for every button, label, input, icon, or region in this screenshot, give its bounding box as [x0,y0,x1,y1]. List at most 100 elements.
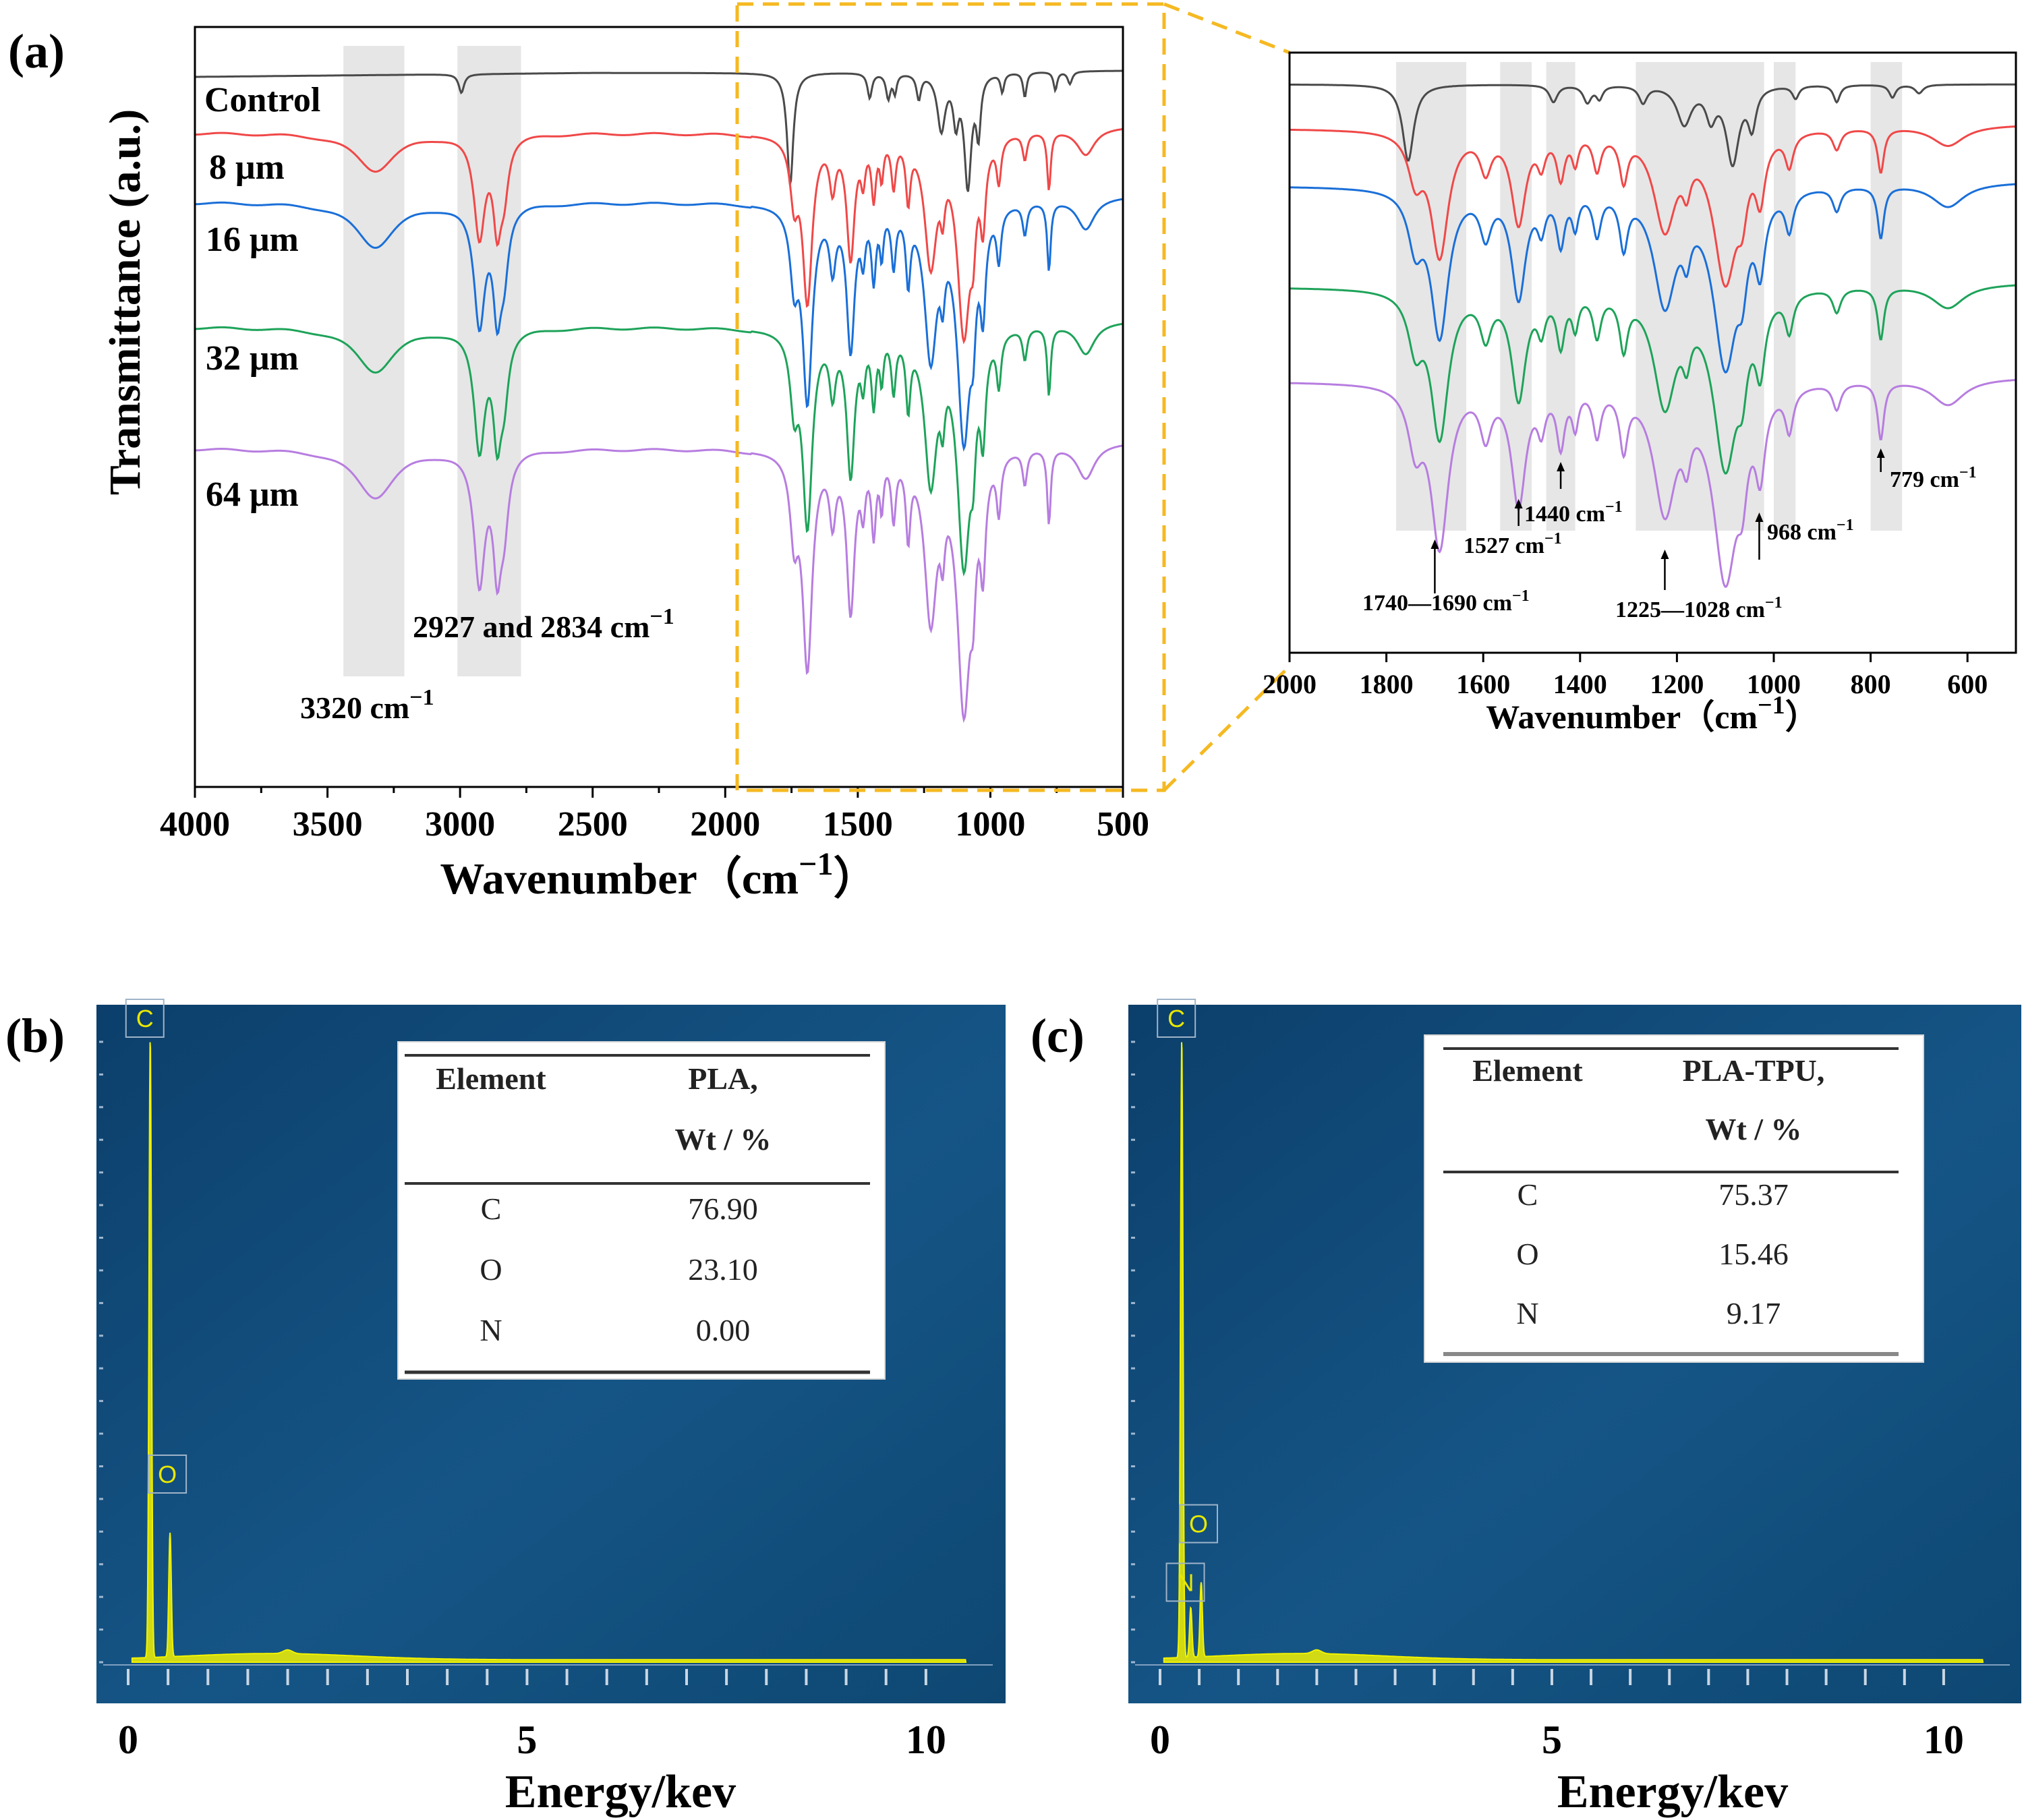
x-tick-label: 800 [1851,669,1891,699]
ftir-series-line [195,322,1124,577]
ftir-zoom-series-line [1289,183,2017,374]
ftir-zoom-bands [1395,62,1903,531]
ftir-full-x-ticks: 4000 3500 3000 2500 2000 1500 1000 500 [160,787,1149,844]
eds-pla-tpu-row-element: N [1516,1296,1538,1330]
eds-x-tick-label: 10 [1924,1718,1964,1762]
annotation-arrowhead [1430,539,1439,549]
annotation-arrowhead [1876,448,1885,458]
x-tick-label: 3000 [425,805,495,844]
ftir-zoom-series-line [1289,284,2017,475]
ftir-full-frame [194,26,1124,788]
ftir-series-line [195,69,1123,192]
eds-peak-label: C [1167,1005,1185,1032]
x-tick-label: 2000 [1263,669,1317,699]
eds-pla-plot: CO [99,999,993,1685]
panel-c-label: (c) [1031,1009,1085,1063]
eds-spectrum [1163,1042,1984,1663]
eds-pla-row-value: 23.10 [688,1252,758,1287]
annotation-2927-2834: 2927 and 2834 cm−1 [413,604,674,644]
series-label-8um: 8 μm [209,148,285,187]
eds-spectrum [131,1042,967,1663]
ftir-zoom-chart: 2000 1800 1600 1400 1200 1000 800 600 1740—1690… [1263,51,2017,736]
eds-pla-tpu-col1-header: Element [1472,1053,1583,1088]
annotation-arrowhead [1514,499,1523,508]
eds-pla-table: Element PLA, Wt / % C 76.90 O 23.10 N 0.… [397,1041,886,1380]
eds-pla-row-value: 0.00 [696,1313,751,1347]
eds-peak-marker [148,1455,187,1494]
zoom-highlight-box [735,2,1166,792]
eds-pla-x-ticks: 0 5 10 [118,1718,946,1762]
ftir-series-line [195,198,1124,452]
eds-pla-tpu-col2-header-1: PLA-TPU, [1683,1053,1825,1088]
x-tick-label: 4000 [160,805,230,844]
eds-pla-tpu-row-value: 15.46 [1718,1237,1789,1271]
x-tick-label: 1600 [1456,669,1510,699]
x-tick-label: 2000 [690,805,760,844]
ftir-zoom-annotations: 1740—1690 cm−1 1527 cm−1 1440 cm−1 1225—102… [1362,448,1977,622]
ftir-series-line [194,444,1124,724]
ftir-zoom-band [1636,62,1764,531]
eds-pla-row-element: O [480,1252,502,1287]
zoom-annotation-label: 1440 cm−1 [1524,498,1623,527]
eds-pla-tpu-row-value: 75.37 [1718,1177,1789,1212]
eds-pla-col2-header-1: PLA, [688,1061,758,1096]
eds-pla-tpu-row-element: C [1517,1177,1538,1212]
x-tick-label: 1500 [823,805,893,844]
annotation-arrowhead [1660,550,1669,559]
x-tick-label: 1000 [1747,669,1801,699]
eds-pla-tpu-x-title: Energy/kev [1557,1766,1788,1818]
eds-x-tick-label: 0 [118,1718,138,1762]
zoom-annotation-label: 1740—1690 cm−1 [1362,587,1530,616]
eds-pla-tpu-chart: CNO Element PLA-TPU, Wt / % C 75.37 O 15… [1128,999,2021,1818]
eds-pla-tpu-plot: CNO [1131,999,2010,1685]
ftir-full-chart: 4000 3500 3000 2500 2000 1500 1000 500 Control … [100,2,1291,904]
ftir-zoom-x-title: Wavenumber（cm−1） [1486,691,1818,736]
x-tick-label: 2500 [558,805,628,844]
ftir-zoom-series-line [1290,125,2017,288]
eds-peak-label: C [136,1005,154,1032]
panel-a-label: (a) [8,24,65,78]
series-label-16um: 16 μm [206,221,299,259]
ftir-zoom-band [1870,62,1903,531]
eds-x-tick-label: 10 [906,1718,946,1762]
annotation-3320: 3320 cm−1 [300,685,434,725]
series-label-32um: 32 μm [206,339,299,378]
series-label-control: Control [204,81,320,119]
eds-pla-row-element: C [481,1192,502,1226]
eds-peak-label: O [158,1461,177,1488]
ftir-zoom-frame [1288,51,2017,654]
eds-x-tick-label: 0 [1150,1718,1170,1762]
eds-pla-x-title: Energy/kev [505,1766,736,1818]
x-tick-label: 600 [1947,669,1988,699]
ftir-band [343,46,405,676]
eds-peak-marker [125,999,165,1038]
series-label-64um: 64 μm [206,475,299,514]
eds-pla-tpu-table: Element PLA-TPU, Wt / % C 75.37 O 15.46 … [1424,1034,1924,1363]
zoom-connector-top [1163,2,1290,55]
panel-b-label: (b) [5,1009,65,1063]
x-tick-label: 1800 [1360,669,1414,699]
eds-peak-label: N [1177,1568,1194,1596]
eds-peak-marker [1165,1562,1205,1602]
ftir-full-series [194,69,1124,724]
ftir-zoom-series [1289,83,2017,588]
zoom-annotation-label: 1527 cm−1 [1464,530,1562,558]
x-tick-label: 3500 [293,805,363,844]
eds-pla-row-value: 76.90 [688,1192,758,1226]
ftir-full-y-title: Transmittance (a.u.) [100,109,150,496]
annotation-arrowhead [1557,462,1565,471]
annotation-arrowhead [1755,512,1764,522]
eds-x-tick-label: 5 [1542,1718,1562,1762]
x-tick-label: 500 [1097,805,1149,844]
eds-pla-col1-header: Element [436,1061,546,1096]
zoom-annotation-label: 779 cm−1 [1890,464,1977,492]
zoom-annotation-label: 1225—1028 cm−1 [1615,594,1783,622]
eds-pla-chart: CO Element PLA, Wt / % C 76.90 O 23.10 N… [96,999,1006,1818]
x-tick-label: 1000 [955,805,1025,844]
ftir-zoom-series-line [1290,379,2017,588]
eds-peak-marker [1179,1504,1218,1544]
zoom-connector-bottom [1163,665,1291,792]
x-tick-label: 1400 [1553,669,1607,699]
eds-peak-marker [1157,999,1196,1038]
